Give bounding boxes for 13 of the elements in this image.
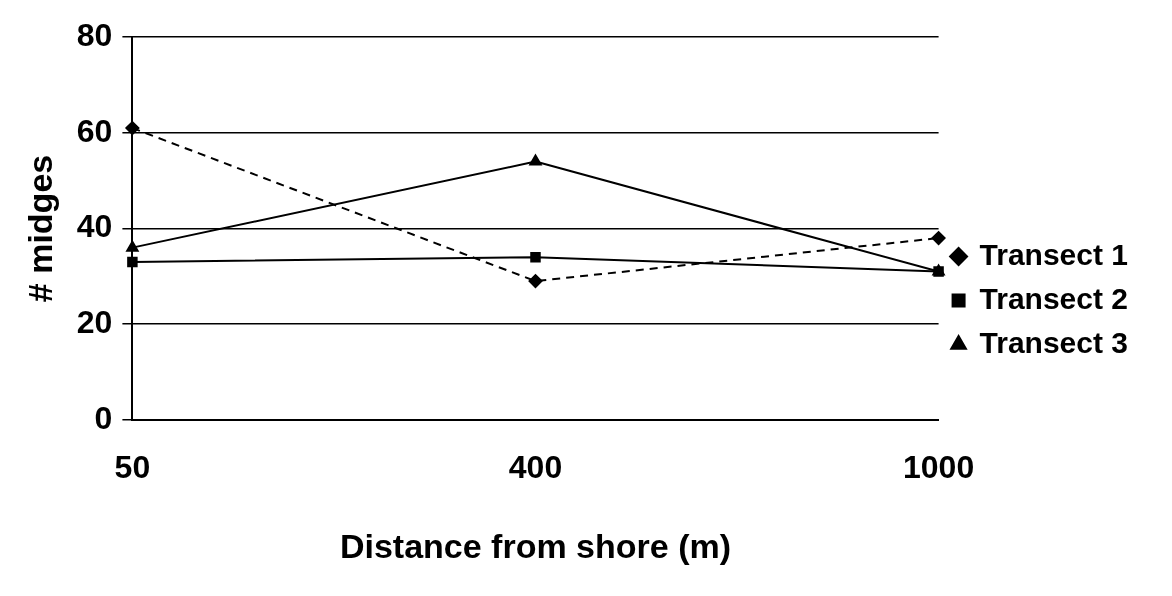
- y-tick-label: 0: [94, 399, 113, 436]
- y-tick-label: 20: [76, 303, 113, 340]
- x-axis-title: Distance from shore (m): [339, 526, 732, 565]
- x-tick-label: 50: [114, 448, 151, 485]
- legend-label: Transect 3: [979, 325, 1128, 359]
- x-tick-label: 400: [508, 448, 563, 485]
- x-tick-label: 1000: [902, 448, 975, 485]
- legend-label: Transect 1: [979, 237, 1128, 271]
- y-tick-label: 60: [76, 112, 113, 149]
- legend-label: Transect 2: [979, 281, 1128, 315]
- y-tick-label: 40: [76, 208, 113, 245]
- y-tick-label: 80: [76, 17, 113, 54]
- y-axis-title: # midges: [20, 154, 59, 303]
